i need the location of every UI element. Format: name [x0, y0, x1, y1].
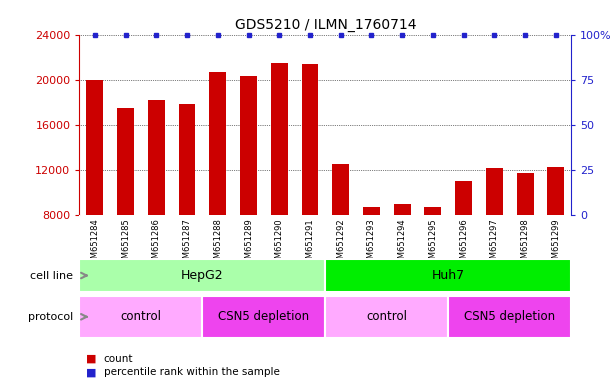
- Bar: [202, 296, 326, 338]
- Text: CSN5 depletion: CSN5 depletion: [464, 310, 555, 323]
- Bar: [117, 108, 134, 215]
- Text: GSM651299: GSM651299: [551, 218, 560, 269]
- Bar: [332, 164, 349, 215]
- Bar: [547, 167, 565, 215]
- Bar: [148, 100, 165, 215]
- Text: CSN5 depletion: CSN5 depletion: [218, 310, 309, 323]
- Text: GSM651293: GSM651293: [367, 218, 376, 269]
- Text: protocol: protocol: [28, 312, 73, 322]
- Bar: [302, 64, 318, 215]
- Text: count: count: [104, 354, 133, 364]
- Text: ■: ■: [86, 367, 96, 377]
- Text: GSM651285: GSM651285: [121, 218, 130, 269]
- Text: GSM651288: GSM651288: [213, 218, 222, 269]
- Text: GSM651290: GSM651290: [275, 218, 284, 269]
- Text: percentile rank within the sample: percentile rank within the sample: [104, 367, 280, 377]
- Text: Huh7: Huh7: [432, 269, 465, 282]
- Text: GSM651289: GSM651289: [244, 218, 253, 269]
- Bar: [240, 76, 257, 215]
- Bar: [326, 259, 571, 292]
- Bar: [517, 173, 533, 215]
- Text: control: control: [367, 310, 408, 323]
- Bar: [425, 207, 441, 215]
- Text: GSM651292: GSM651292: [336, 218, 345, 269]
- Text: GSM651296: GSM651296: [459, 218, 468, 269]
- Text: HepG2: HepG2: [181, 269, 224, 282]
- Bar: [79, 259, 326, 292]
- Text: GSM651298: GSM651298: [521, 218, 530, 269]
- Text: control: control: [120, 310, 161, 323]
- Bar: [455, 181, 472, 215]
- Bar: [486, 168, 503, 215]
- Title: GDS5210 / ILMN_1760714: GDS5210 / ILMN_1760714: [235, 18, 416, 32]
- Text: GSM651295: GSM651295: [428, 218, 437, 269]
- Text: ■: ■: [86, 354, 96, 364]
- Bar: [326, 296, 448, 338]
- Bar: [210, 72, 226, 215]
- Text: GSM651284: GSM651284: [90, 218, 100, 269]
- Bar: [79, 296, 202, 338]
- Bar: [178, 104, 196, 215]
- Text: GSM651297: GSM651297: [490, 218, 499, 269]
- Text: GSM651286: GSM651286: [152, 218, 161, 269]
- Bar: [363, 207, 380, 215]
- Bar: [271, 63, 288, 215]
- Text: cell line: cell line: [31, 270, 73, 281]
- Bar: [86, 80, 103, 215]
- Bar: [393, 204, 411, 215]
- Text: GSM651294: GSM651294: [398, 218, 407, 269]
- Text: GSM651287: GSM651287: [183, 218, 191, 269]
- Bar: [448, 296, 571, 338]
- Text: GSM651291: GSM651291: [306, 218, 315, 269]
